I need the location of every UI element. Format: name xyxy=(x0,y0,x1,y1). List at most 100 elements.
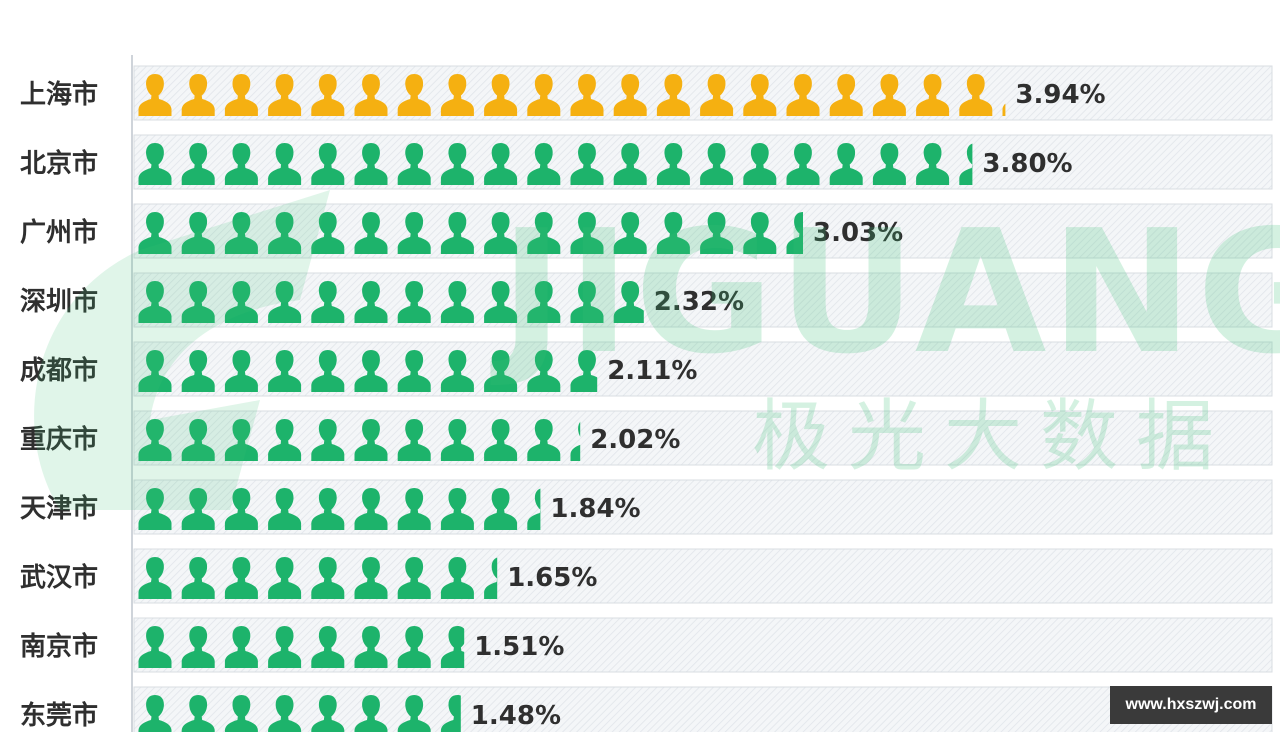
person-icon xyxy=(138,74,172,116)
person-icon xyxy=(181,488,215,530)
person-icon xyxy=(440,143,474,185)
icon-bar xyxy=(138,557,498,599)
person-icon xyxy=(138,419,172,461)
person-icon xyxy=(268,74,302,116)
person-icon xyxy=(268,419,302,461)
chart-row: 广州市 3.03% xyxy=(20,203,1273,259)
person-icon xyxy=(354,350,388,392)
person-icon xyxy=(570,74,604,116)
category-label: 北京市 xyxy=(20,148,98,179)
person-icon xyxy=(224,488,258,530)
person-icon xyxy=(181,281,215,323)
person-icon xyxy=(527,74,561,116)
person-icon xyxy=(138,212,172,254)
person-icon xyxy=(181,74,215,116)
icon-bar xyxy=(138,488,541,530)
person-icon xyxy=(397,350,431,392)
person-icon xyxy=(397,281,431,323)
person-icon xyxy=(440,419,474,461)
person-icon xyxy=(743,74,777,116)
person-icon xyxy=(527,350,561,392)
chart-row: 成都市 2.11% xyxy=(20,341,1273,397)
person-icon xyxy=(397,419,431,461)
person-icon xyxy=(570,212,604,254)
person-icon xyxy=(397,626,431,668)
person-icon xyxy=(224,419,258,461)
person-icon xyxy=(268,488,302,530)
person-icon xyxy=(700,143,734,185)
value-label: 2.02% xyxy=(590,425,680,455)
person-icon xyxy=(700,212,734,254)
person-icon xyxy=(527,281,561,323)
person-icon xyxy=(700,74,734,116)
site-badge: www.hxszwj.com xyxy=(1110,686,1272,724)
person-icon xyxy=(786,143,820,185)
chart-row: 深圳市 2.32% xyxy=(20,272,1273,328)
watermark-brand-cn: 极光大数据 xyxy=(752,392,1233,482)
person-icon xyxy=(224,626,258,668)
person-icon xyxy=(527,488,541,530)
person-icon xyxy=(268,557,302,599)
chart-row: 重庆市 2.02% xyxy=(20,410,1273,466)
icon-bar xyxy=(138,626,465,668)
icon-bar xyxy=(138,350,598,392)
person-icon xyxy=(440,350,474,392)
chart-row: 南京市 1.51% xyxy=(20,617,1273,673)
icon-bar xyxy=(138,74,1006,116)
person-icon xyxy=(484,281,518,323)
bar-track xyxy=(133,686,1273,732)
person-icon xyxy=(440,626,465,668)
person-icon xyxy=(354,212,388,254)
person-icon xyxy=(311,419,345,461)
person-icon xyxy=(484,74,518,116)
person-icon xyxy=(224,281,258,323)
bar-track xyxy=(133,617,1273,673)
person-icon xyxy=(440,557,474,599)
person-icon xyxy=(786,212,803,254)
person-icon xyxy=(354,557,388,599)
category-label: 成都市 xyxy=(20,355,98,386)
person-icon xyxy=(311,143,345,185)
person-icon xyxy=(354,281,388,323)
person-icon xyxy=(181,557,215,599)
chart-row: 武汉市 1.65% xyxy=(20,548,1273,604)
person-icon xyxy=(354,143,388,185)
person-icon xyxy=(484,143,518,185)
chart-row: 东莞市 1.48% xyxy=(20,686,1273,732)
person-icon xyxy=(268,212,302,254)
category-label: 深圳市 xyxy=(20,286,98,317)
category-label: 广州市 xyxy=(20,217,98,248)
category-label: 天津市 xyxy=(20,493,98,524)
person-icon xyxy=(397,695,431,732)
person-icon xyxy=(138,626,172,668)
person-icon xyxy=(311,557,345,599)
person-icon xyxy=(743,143,777,185)
value-label: 3.80% xyxy=(982,149,1072,179)
person-icon xyxy=(268,143,302,185)
person-icon xyxy=(354,488,388,530)
person-icon xyxy=(224,74,258,116)
icon-bar xyxy=(138,281,644,323)
person-icon xyxy=(440,74,474,116)
person-icon xyxy=(268,281,302,323)
category-label: 东莞市 xyxy=(20,700,98,731)
person-icon xyxy=(440,695,461,732)
person-icon xyxy=(138,695,172,732)
person-icon xyxy=(656,143,690,185)
person-icon xyxy=(224,557,258,599)
person-icon xyxy=(829,143,863,185)
person-icon xyxy=(440,488,474,530)
person-icon xyxy=(613,74,647,116)
person-icon xyxy=(311,74,345,116)
person-icon xyxy=(527,419,561,461)
icon-bar xyxy=(138,212,803,254)
person-icon xyxy=(311,695,345,732)
category-label: 武汉市 xyxy=(20,562,98,593)
person-icon xyxy=(484,488,518,530)
person-icon xyxy=(440,212,474,254)
person-icon xyxy=(527,212,561,254)
category-label: 重庆市 xyxy=(20,424,98,455)
person-icon xyxy=(440,281,474,323)
chart-row: 北京市 3.80% xyxy=(20,134,1273,190)
